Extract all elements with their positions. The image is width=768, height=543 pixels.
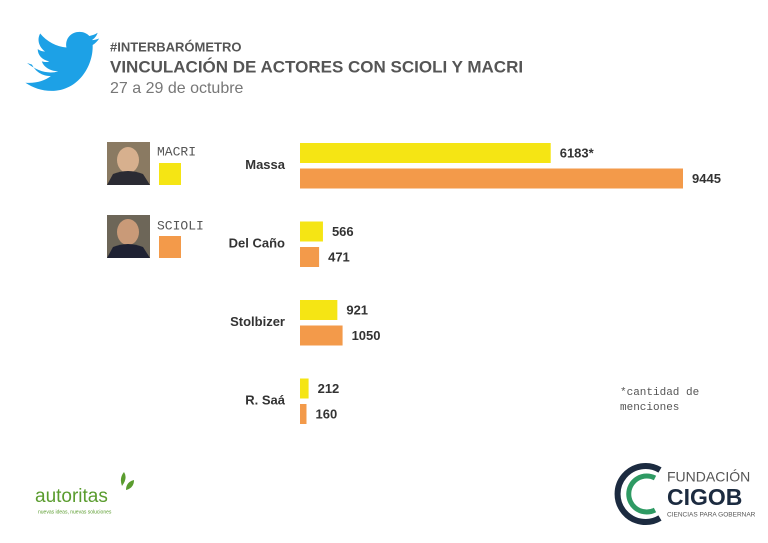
category-label: Del Caño	[229, 236, 285, 251]
legend-label: MACRI	[157, 144, 196, 159]
value-label: 1050	[352, 328, 381, 343]
value-label: 212	[318, 381, 340, 396]
bar	[300, 143, 551, 163]
value-label: 471	[328, 249, 350, 264]
chart-date: 27 a 29 de octubre	[110, 80, 244, 97]
category-label: Stolbizer	[230, 314, 285, 329]
logo-tagline: nuevas ideas, nuevas soluciones	[38, 509, 112, 515]
logo-cigob-tagline: CIENCIAS PARA GOBERNAR	[667, 512, 756, 519]
bar	[300, 300, 338, 320]
note-box: *cantidad de menciones	[620, 387, 700, 414]
bar	[300, 404, 307, 424]
note: *cantidad de menciones	[620, 387, 700, 414]
category-label: R. Saá	[245, 393, 286, 408]
value-label: 921	[346, 302, 368, 317]
bar	[300, 325, 343, 346]
value-label: 160	[315, 406, 337, 421]
twitter-logo	[25, 31, 100, 91]
legend-swatch	[159, 236, 181, 258]
value-label: 9445	[692, 171, 721, 186]
photo-macri	[107, 142, 150, 185]
legend-label: SCIOLI	[157, 218, 204, 233]
category-label: Massa	[245, 157, 286, 172]
value-label: 6183*	[560, 145, 595, 160]
bar	[300, 378, 309, 399]
logo-leaf	[120, 472, 134, 490]
photo-scioli	[107, 215, 150, 258]
bar	[300, 221, 323, 242]
cigob-swirl	[614, 463, 662, 525]
legend-swatch	[159, 163, 181, 185]
value-label: 566	[332, 224, 354, 239]
chart-title: #INTERBARÓMETRO	[110, 39, 241, 54]
chart-subtitle: VINCULACIÓN DE ACTORES CON SCIOLI Y MACR…	[110, 57, 523, 76]
bar	[300, 168, 683, 189]
cigob-swirl-inner	[626, 473, 657, 515]
bar	[300, 247, 320, 267]
logo-cigob: CIGOB	[667, 484, 742, 510]
logo-autoritas: autoritas	[35, 486, 108, 507]
logo-fundacion: FUNDACIÓN	[667, 469, 750, 485]
